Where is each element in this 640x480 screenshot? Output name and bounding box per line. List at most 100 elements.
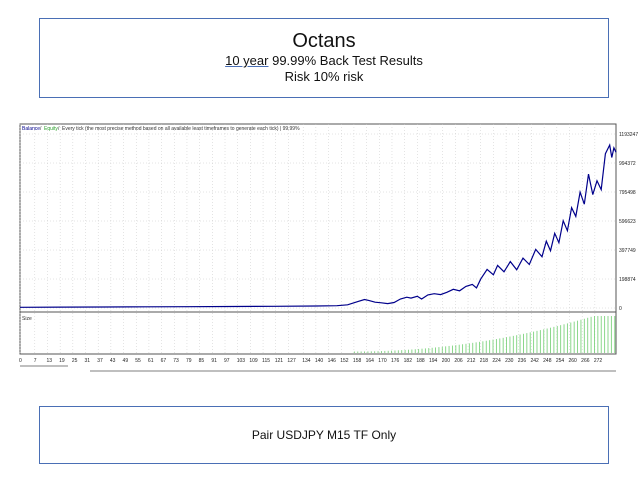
x-tick-label: 194	[429, 358, 438, 364]
x-tick-label: 134	[302, 358, 311, 364]
x-tick-label: 140	[315, 358, 324, 364]
legend-separator-2: /	[58, 126, 60, 132]
volume-bar	[384, 350, 386, 353]
x-tick-label: 266	[581, 358, 590, 364]
x-tick-label: 170	[378, 358, 387, 364]
x-tick-label: 127	[287, 358, 296, 364]
x-tick-label: 146	[328, 358, 337, 364]
volume-bar	[495, 339, 497, 353]
volume-bars	[353, 316, 616, 353]
volume-bar	[570, 322, 572, 353]
volume-label: Size	[22, 316, 32, 322]
volume-bar	[367, 351, 369, 353]
y-tick-label: 397749	[619, 248, 636, 254]
balance-line	[19, 143, 617, 308]
volume-bar	[397, 350, 399, 353]
volume-bar	[394, 350, 396, 353]
volume-bar	[455, 345, 457, 353]
volume-bar	[614, 316, 616, 353]
x-tick-label: 109	[249, 358, 258, 364]
x-tick-label: 31	[85, 358, 91, 364]
volume-bar	[499, 338, 501, 353]
x-tick-label: 236	[518, 358, 527, 364]
footer-box: Pair USDJPY M15 TF Only	[39, 406, 609, 464]
y-tick-label: 198874	[619, 277, 636, 283]
volume-bar	[506, 337, 507, 353]
grid-lines	[19, 124, 616, 354]
volume-bar	[546, 328, 548, 353]
volume-bar	[553, 326, 555, 353]
legend-separator: /	[40, 126, 42, 132]
x-tick-label: 19	[59, 358, 65, 364]
x-tick-label: 73	[173, 358, 179, 364]
x-tick-label: 242	[530, 358, 539, 364]
volume-bar	[523, 333, 524, 353]
volume-bar	[610, 316, 612, 353]
volume-bar	[556, 326, 558, 353]
x-tick-label: 85	[199, 358, 205, 364]
volume-bar	[529, 332, 531, 353]
volume-bar	[435, 347, 436, 353]
volume-bar	[519, 334, 521, 353]
volume-bar	[563, 324, 565, 353]
x-tick-label: 115	[262, 358, 270, 364]
x-tick-label: 79	[186, 358, 192, 364]
x-tick-label: 67	[161, 358, 167, 364]
volume-bar	[597, 316, 599, 353]
volume-bar	[479, 341, 480, 353]
x-tick-label: 176	[391, 358, 400, 364]
volume-bar	[431, 347, 433, 353]
volume-bar	[580, 319, 582, 353]
volume-bar	[377, 351, 379, 353]
risk-label: Risk 10% risk	[284, 69, 364, 84]
x-tick-label: 152	[340, 358, 349, 364]
x-axis-ticks: 0 7 13 19 25 31 37 43 49 55 61 67 73 79 85 91 97 103 109 11…	[19, 358, 602, 364]
x-tick-label: 224	[492, 358, 501, 364]
legend-equity: Equity	[44, 126, 58, 132]
volume-bar	[560, 325, 562, 353]
volume-bar	[462, 344, 464, 353]
volume-bar	[587, 317, 589, 353]
subtitle-link[interactable]: 10 year	[225, 53, 269, 68]
volume-bar	[370, 351, 372, 353]
subtitle-text: 99.99% Back Test Results	[268, 53, 423, 68]
page-title: Octans	[292, 30, 356, 52]
x-tick-label: 43	[110, 358, 116, 364]
backtest-subtitle: 10 year 99.99% Back Test Results	[40, 53, 608, 69]
x-tick-label: 61	[148, 358, 154, 364]
volume-bar	[583, 318, 585, 353]
volume-bar	[445, 346, 447, 353]
x-tick-label: 37	[97, 358, 103, 364]
legend-balance: Balance	[22, 126, 40, 132]
x-tick-label: 121	[275, 358, 284, 364]
y-tick-label: 1193247	[619, 132, 638, 138]
x-tick-label: 103	[237, 358, 246, 364]
x-tick-label: 200	[442, 358, 451, 364]
volume-bar	[509, 336, 511, 353]
main-plot-frame	[19, 123, 617, 313]
x-tick-label: 230	[505, 358, 514, 364]
volume-bar	[441, 346, 443, 353]
volume-bar	[468, 343, 470, 353]
volume-bar	[411, 349, 413, 353]
y-tick-label: 0	[619, 306, 622, 312]
x-tick-label: 182	[404, 358, 413, 364]
volume-bar	[387, 350, 389, 353]
volume-bar	[502, 337, 504, 353]
volume-bar	[448, 345, 450, 353]
volume-bar	[533, 331, 535, 353]
y-tick-label: 596623	[619, 219, 636, 225]
volume-bar	[357, 351, 359, 353]
x-tick-label: 55	[135, 358, 141, 364]
x-tick-label: 212	[467, 358, 476, 364]
volume-bar	[475, 342, 477, 353]
volume-bar	[489, 340, 491, 353]
volume-bar	[401, 350, 403, 353]
x-tick-label: 13	[46, 358, 52, 364]
volume-bar	[438, 347, 440, 353]
x-tick-label: 7	[34, 358, 37, 364]
x-tick-label: 248	[543, 358, 552, 364]
volume-bar	[414, 349, 416, 353]
volume-bar	[458, 344, 460, 353]
x-tick-label: 206	[454, 358, 463, 364]
